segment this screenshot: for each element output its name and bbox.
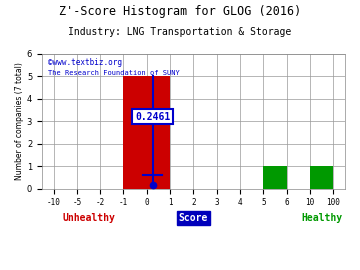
Bar xyxy=(264,166,287,189)
Text: The Research Foundation of SUNY: The Research Foundation of SUNY xyxy=(48,70,180,76)
Text: Healthy: Healthy xyxy=(301,213,342,223)
Text: 0.2461: 0.2461 xyxy=(135,112,170,122)
Y-axis label: Number of companies (7 total): Number of companies (7 total) xyxy=(15,62,24,180)
Text: Industry: LNG Transportation & Storage: Industry: LNG Transportation & Storage xyxy=(68,27,292,37)
Text: Unhealthy: Unhealthy xyxy=(62,213,115,223)
Bar xyxy=(123,76,170,189)
Text: Score: Score xyxy=(179,213,208,223)
Text: ©www.textbiz.org: ©www.textbiz.org xyxy=(48,58,122,67)
Text: Z'-Score Histogram for GLOG (2016): Z'-Score Histogram for GLOG (2016) xyxy=(59,5,301,18)
Bar xyxy=(310,166,333,189)
